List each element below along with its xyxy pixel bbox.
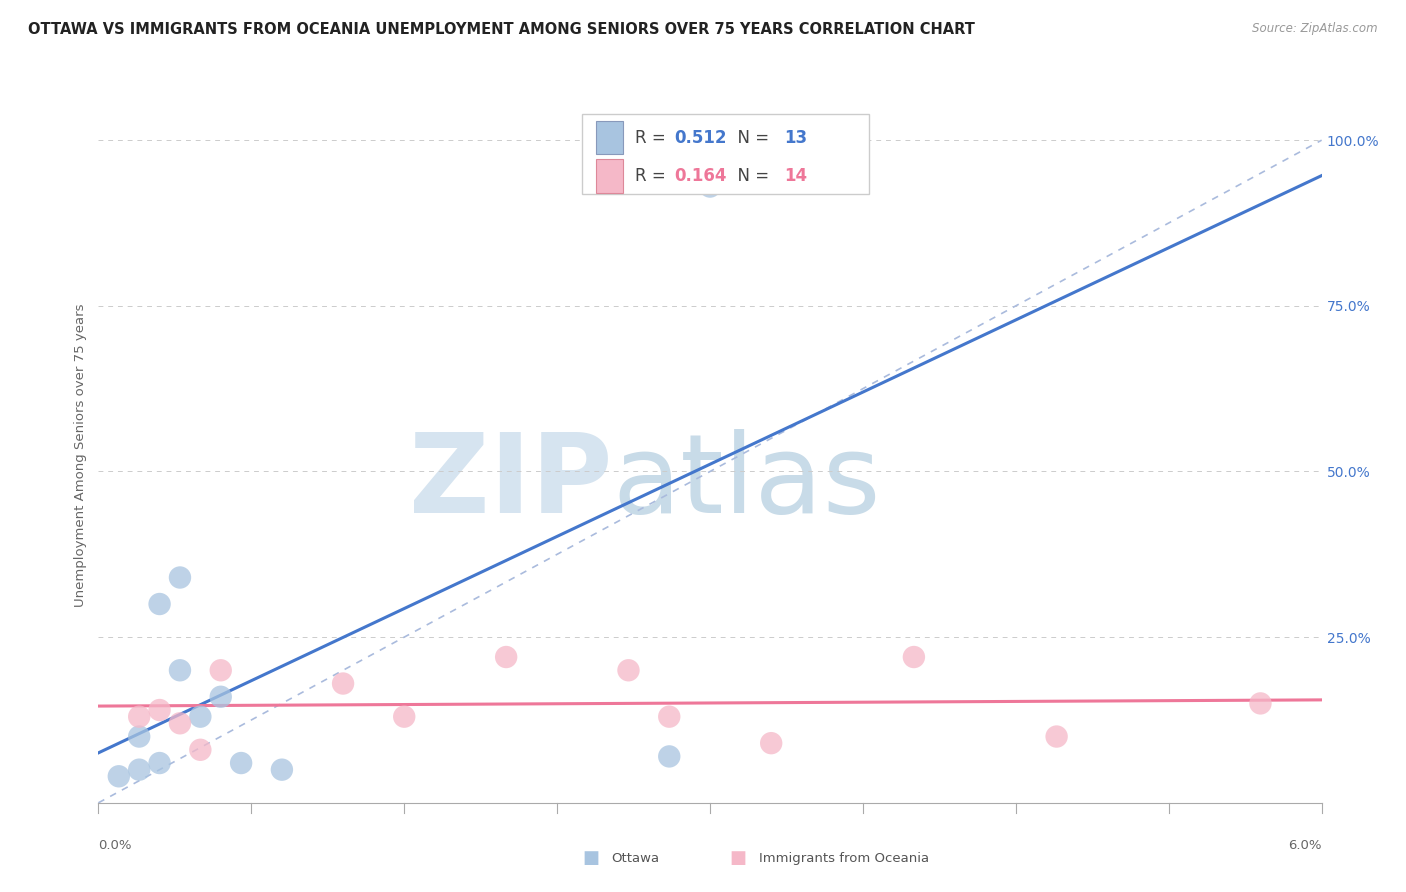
Point [209, 690, 232, 704]
Point [392, 709, 416, 723]
Point [495, 650, 517, 665]
Point [1249, 697, 1271, 711]
Point [658, 749, 681, 764]
Text: OTTAWA VS IMMIGRANTS FROM OCEANIA UNEMPLOYMENT AMONG SENIORS OVER 75 YEARS CORRE: OTTAWA VS IMMIGRANTS FROM OCEANIA UNEMPL… [28, 22, 974, 37]
Text: ■: ■ [582, 849, 599, 867]
Point [209, 663, 232, 677]
Text: Ottawa: Ottawa [612, 852, 659, 864]
Text: R =: R = [636, 167, 672, 185]
Point [188, 709, 212, 723]
Text: Source: ZipAtlas.com: Source: ZipAtlas.com [1253, 22, 1378, 36]
Text: atlas: atlas [612, 429, 880, 536]
Point [231, 756, 253, 770]
Point [658, 709, 681, 723]
Text: 6.0%: 6.0% [1288, 839, 1322, 852]
Point [128, 730, 150, 744]
Point [128, 709, 150, 723]
Text: R =: R = [636, 128, 672, 146]
Text: Immigrants from Oceania: Immigrants from Oceania [759, 852, 929, 864]
Point [699, 179, 721, 194]
Text: 0.164: 0.164 [675, 167, 727, 185]
Text: N =: N = [727, 167, 775, 185]
Point [128, 763, 150, 777]
Text: ■: ■ [730, 849, 747, 867]
Text: 13: 13 [785, 128, 808, 146]
Point [108, 769, 131, 783]
Point [169, 570, 191, 584]
Point [1045, 730, 1069, 744]
Point [903, 650, 925, 665]
Text: ZIP: ZIP [409, 429, 612, 536]
Y-axis label: Unemployment Among Seniors over 75 years: Unemployment Among Seniors over 75 years [75, 303, 87, 607]
Point [332, 676, 354, 690]
Point [149, 597, 172, 611]
Text: 14: 14 [785, 167, 808, 185]
Point [149, 756, 172, 770]
Point [270, 763, 292, 777]
Text: 0.512: 0.512 [675, 128, 727, 146]
Text: 0.0%: 0.0% [98, 839, 132, 852]
Point [761, 736, 783, 750]
Point [169, 716, 191, 731]
Bar [582, 114, 869, 194]
Point [149, 703, 172, 717]
Point [188, 743, 212, 757]
Text: N =: N = [727, 128, 775, 146]
Bar [596, 160, 623, 193]
Point [169, 663, 191, 677]
Point [617, 663, 640, 677]
Bar [596, 121, 623, 154]
